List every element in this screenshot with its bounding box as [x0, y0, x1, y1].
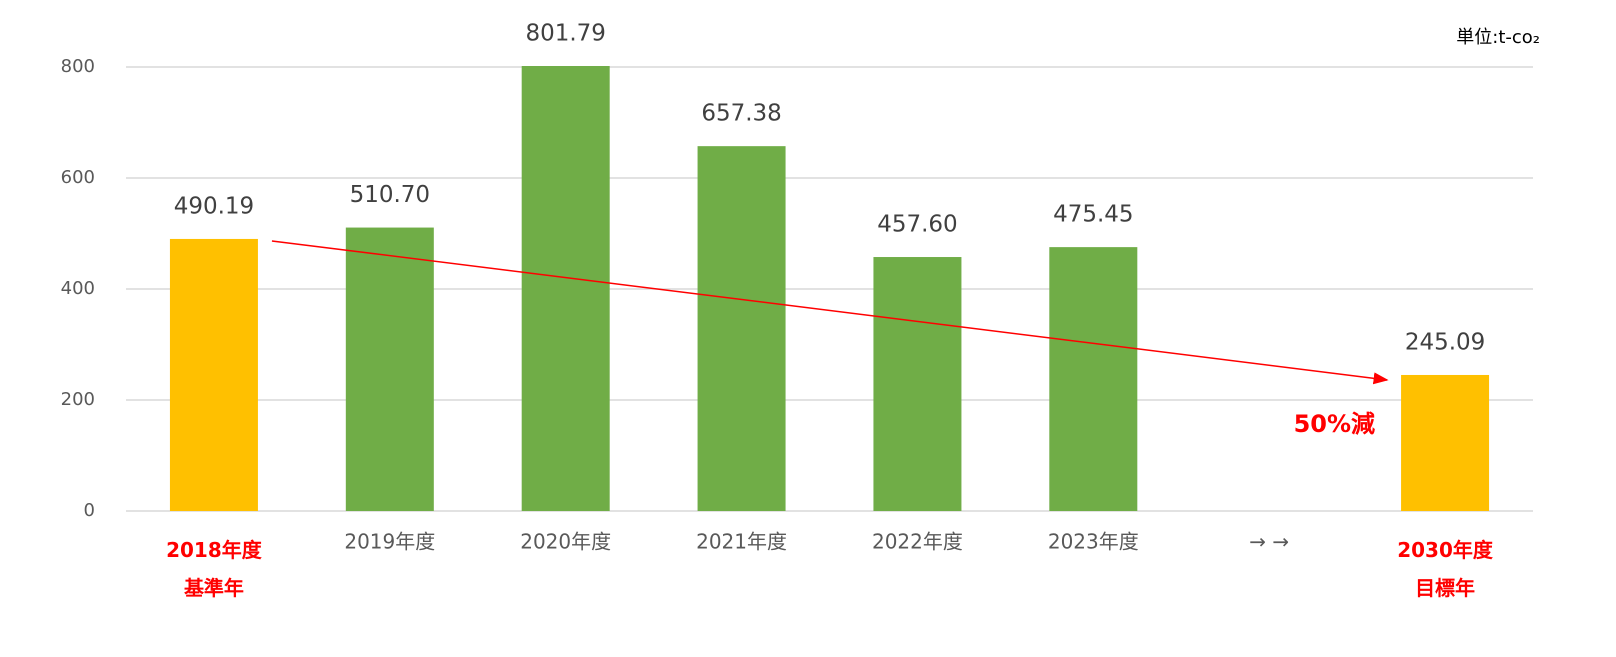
data-label: 657.38 — [701, 101, 781, 127]
bar — [169, 238, 258, 511]
x-tick-label: 2021年度 — [696, 530, 787, 554]
data-label: 457.60 — [877, 212, 957, 238]
bar — [873, 257, 962, 511]
trend-arrow — [271, 240, 1389, 385]
x-tick-label: 2023年度 — [1048, 530, 1139, 554]
bar — [697, 146, 786, 511]
y-tick-label: 800 — [61, 56, 95, 77]
bar — [1049, 247, 1138, 511]
data-label: 245.09 — [1405, 329, 1485, 355]
x-tick-label: 2019年度 — [344, 530, 435, 554]
data-label: 490.19 — [174, 193, 254, 219]
y-tick-label: 0 — [84, 500, 95, 521]
x-tick-label: 2020年度 — [520, 530, 611, 554]
unit-label: 単位:t-co₂ — [1456, 27, 1540, 48]
annotation: 50%減 — [1294, 410, 1375, 438]
bar — [1401, 374, 1490, 511]
y-tick-label: 400 — [61, 278, 95, 299]
data-label: 510.70 — [350, 182, 430, 208]
data-label: 801.79 — [525, 21, 605, 47]
x-tick-label: → → — [1249, 530, 1289, 554]
x-tick-label: 2022年度 — [872, 530, 963, 554]
data-label: 475.45 — [1053, 202, 1133, 228]
bar — [345, 227, 434, 511]
y-tick-label: 600 — [61, 167, 95, 188]
x-tick-label: 2030年度目標年 — [1397, 538, 1494, 600]
y-tick-label: 200 — [61, 389, 95, 410]
x-tick-label: 2018年度基準年 — [166, 538, 263, 600]
bar — [521, 66, 610, 511]
